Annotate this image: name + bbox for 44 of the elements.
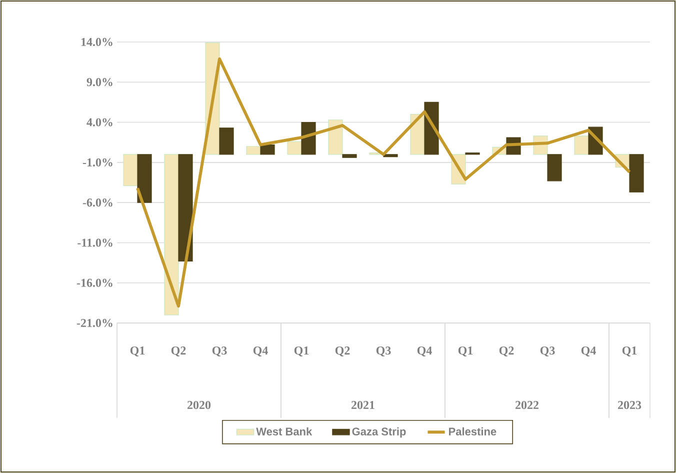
x-tick-label: Q1 xyxy=(622,346,637,356)
y-tick-label: 9.0% xyxy=(86,78,112,86)
bar xyxy=(301,122,316,155)
bar xyxy=(383,154,398,158)
bar xyxy=(178,154,193,262)
bar xyxy=(260,144,275,155)
bar xyxy=(629,154,644,192)
bar xyxy=(164,154,179,316)
x-tick-label: Q4 xyxy=(581,346,596,356)
bar xyxy=(137,154,152,203)
y-tick-label: -11.0% xyxy=(78,238,112,247)
text: 2022 xyxy=(516,400,538,410)
x-tick-label: Q2 xyxy=(335,346,350,356)
x-tick-label: Q1 xyxy=(458,346,473,356)
bar xyxy=(547,154,562,182)
x-tick-label: Q3 xyxy=(540,346,555,356)
x-tick-label: Q1 xyxy=(130,346,145,356)
y-tick-label: -16.0% xyxy=(76,278,112,287)
y-tick-label: -21.0% xyxy=(76,318,112,328)
text: 2023 xyxy=(618,400,642,410)
y-tick-label: 14.0% xyxy=(81,38,112,46)
x-tick-label: Q3 xyxy=(212,346,227,356)
bar xyxy=(219,128,234,155)
bar xyxy=(246,146,261,155)
x-tick-label: Q3 xyxy=(376,346,391,356)
text: 2020 xyxy=(188,400,211,410)
x-tick-label: Q4 xyxy=(253,346,268,356)
y-tick-label: -6.0% xyxy=(82,198,112,207)
bar xyxy=(342,154,357,158)
x-tick-label: Q4 xyxy=(417,346,432,356)
x-tick-label: Q1 xyxy=(294,346,309,356)
line-series xyxy=(136,57,632,308)
bar xyxy=(287,141,302,155)
y-tick-label: -1.0% xyxy=(82,158,112,166)
bar xyxy=(328,120,343,155)
legend-label: Palestine xyxy=(449,427,496,436)
y-tick-label: 4.0% xyxy=(86,118,112,126)
bar xyxy=(574,136,589,155)
x-tick-label: Q2 xyxy=(499,346,514,356)
x-tick-label: Q2 xyxy=(171,346,186,356)
bar xyxy=(123,154,138,186)
legend-label: West Bank xyxy=(256,427,312,436)
legend-label: Gaza Strip xyxy=(352,427,406,438)
text: 2021 xyxy=(352,400,374,410)
